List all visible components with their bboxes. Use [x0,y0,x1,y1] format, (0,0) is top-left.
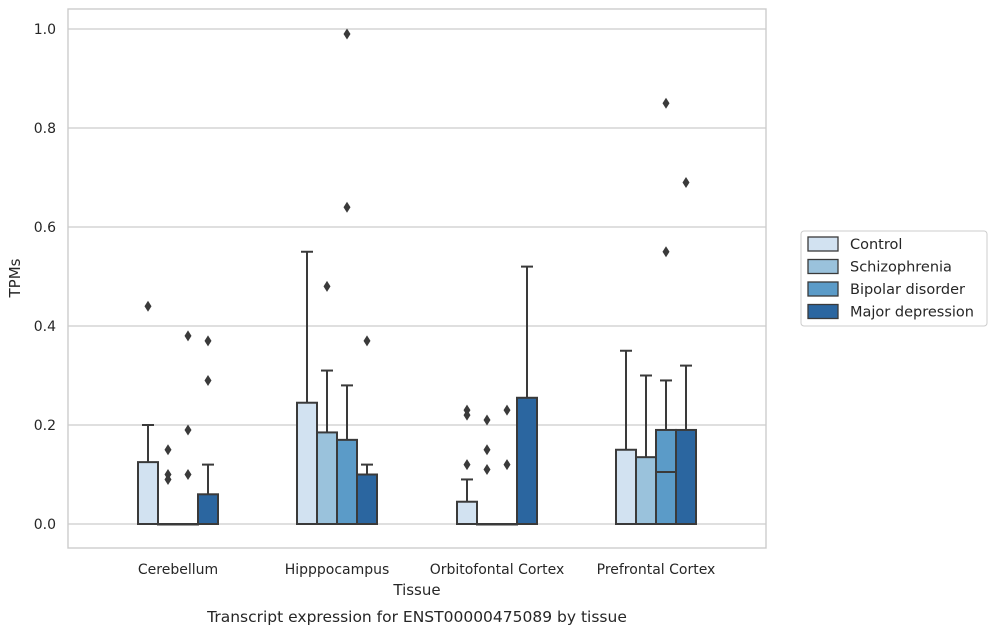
legend-entry: Bipolar disorder [850,282,965,298]
box-body [456,500,478,526]
legend-swatch [807,281,839,297]
outlier-point [204,335,212,347]
legend-swatch [807,258,839,275]
box-major-depression [675,176,697,526]
plot-frame [67,8,767,549]
box-major-depression [516,265,538,525]
legend-swatch [807,303,839,320]
box-schizophrenia [157,444,179,526]
y-tick-label: 0.8 [34,121,56,137]
outlier-point [662,97,670,109]
outlier-point [483,444,491,456]
y-tick-label: 0.6 [34,220,56,236]
box-schizophrenia [316,280,338,525]
outlier-point [164,473,172,485]
outlier-point [483,414,491,426]
outlier-point [662,246,670,258]
outlier-point [343,201,351,213]
x-tick-label: Cerebellum [138,562,218,578]
outlier-point [184,469,192,480]
legend-entry: Major depression [850,305,974,321]
y-tick-label: 0.2 [34,418,56,434]
box-body [316,431,338,525]
x-tick-label: Prefrontal Cortex [597,562,716,578]
y-axis-ticks: 0.0 0.2 0.4 0.6 0.8 1.0 [34,22,56,533]
box-body [675,428,697,526]
y-axis-label: TPMs [6,258,24,298]
y-tick-label: 1.0 [34,22,56,38]
chart-caption: Transcript expression for ENST0000047508… [206,608,627,626]
outlier-point [343,28,351,40]
outlier-point [164,444,172,456]
x-axis-ticks: Cerebellum Hipppocampus Orbitofontal Corte… [138,562,715,578]
box-bipolar-disorder [655,97,677,526]
box-major-depression [356,335,378,525]
outlier-point [503,459,511,471]
outlier-point [363,335,371,347]
box-body [197,493,219,525]
box-schizophrenia [476,414,498,526]
outlier-point [503,404,511,416]
legend: Control Schizophrenia Bipolar disorder Majo… [800,230,988,327]
legend-frame [800,230,988,327]
outlier-point [144,300,152,312]
outlier-point [483,464,491,476]
boxes-layer [137,28,697,526]
x-axis-label: Tissue [392,581,440,599]
y-tick-label: 0.4 [34,319,56,335]
outlier-point [204,374,212,386]
box-schizophrenia [635,374,657,525]
box-body [615,448,637,525]
box-body [296,401,318,526]
legend-entry: Schizophrenia [850,260,952,276]
box-bipolar-disorder [177,330,199,526]
box-body [336,438,358,526]
x-tick-label: Hipppocampus [285,562,390,578]
legend-swatch [807,236,839,252]
box-body [635,456,657,525]
outlier-point [682,176,690,188]
outlier-point [463,459,471,471]
box-control [615,349,637,525]
outlier-point [323,280,331,292]
outlier-point [184,424,192,436]
legend-entry: Control [850,237,902,253]
y-tick-label: 0.0 [34,517,56,533]
box-body [655,428,677,526]
box-body [516,396,538,525]
box-major-depression [197,335,219,525]
box-body [356,473,378,525]
outlier-point [463,409,471,421]
box-body [137,461,159,525]
x-tick-label: Orbitofontal Cortex [430,562,565,578]
outlier-point [184,330,192,342]
box-control [456,404,478,526]
box-control [137,300,159,525]
